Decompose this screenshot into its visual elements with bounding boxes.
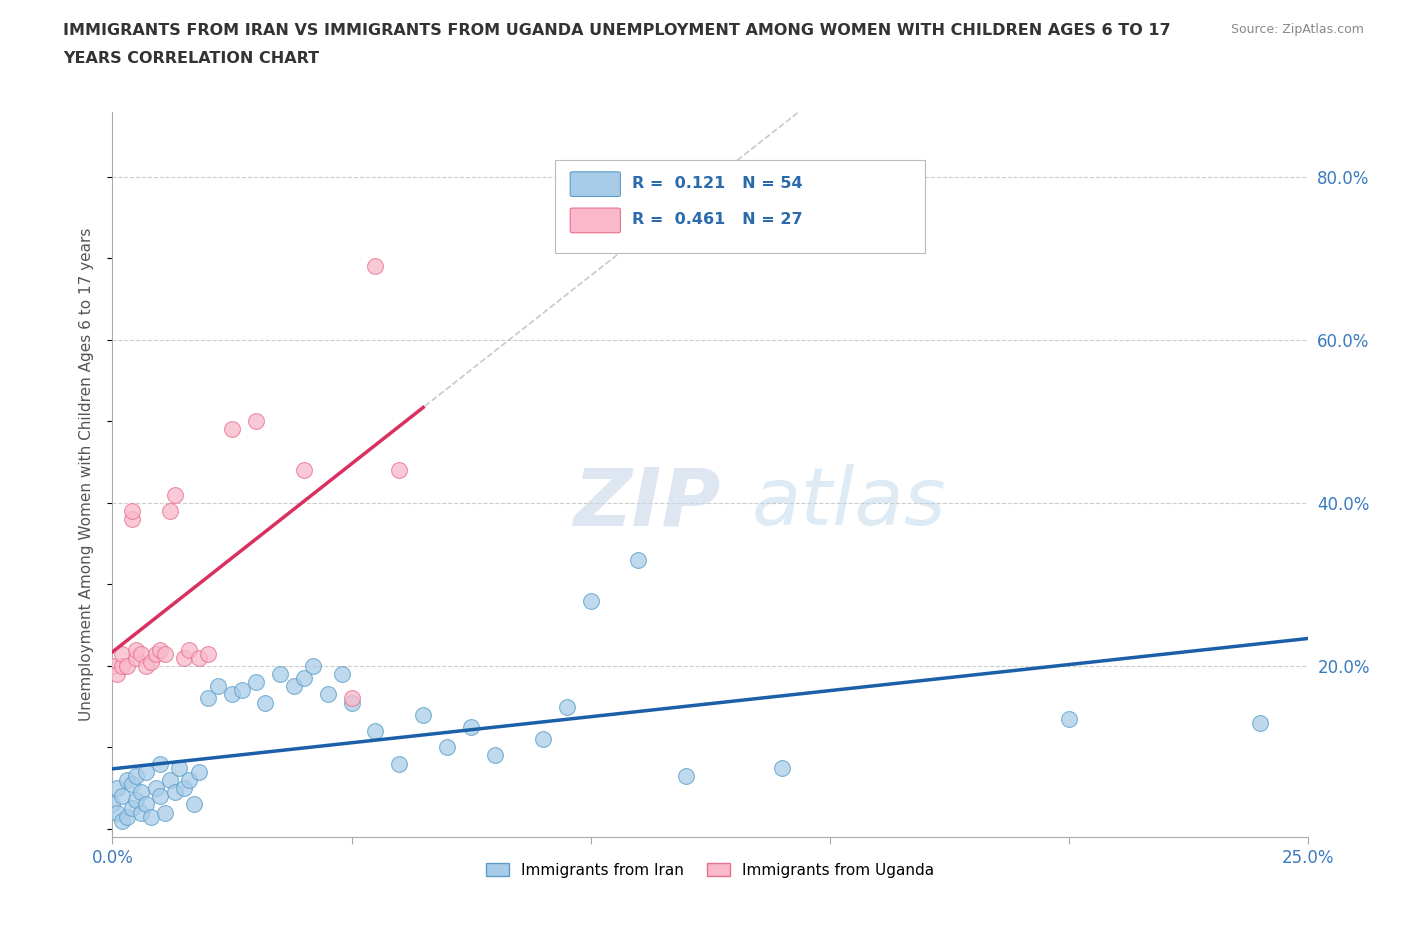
Point: [283, 679, 305, 694]
Point: [125, 768, 148, 783]
Point: [221, 687, 243, 702]
Point: [135, 764, 157, 779]
Text: R =  0.121   N = 54: R = 0.121 N = 54: [633, 176, 803, 191]
Point: [388, 463, 411, 478]
Point: [364, 724, 387, 738]
Point: [111, 813, 134, 828]
Text: atlas: atlas: [752, 464, 946, 542]
Point: [101, 658, 124, 673]
Point: [169, 761, 191, 776]
Point: [770, 761, 793, 776]
Point: [579, 593, 602, 608]
Point: [412, 708, 434, 723]
Point: [231, 683, 253, 698]
Point: [197, 691, 219, 706]
Point: [254, 695, 277, 710]
Point: [173, 650, 195, 665]
Point: [1249, 715, 1271, 730]
Point: [149, 642, 172, 657]
Point: [135, 658, 157, 673]
Point: [1057, 711, 1080, 726]
Point: [388, 756, 411, 771]
Point: [121, 503, 143, 518]
Point: [207, 679, 229, 694]
Point: [159, 773, 181, 788]
Y-axis label: Unemployment Among Women with Children Ages 6 to 17 years: Unemployment Among Women with Children A…: [79, 228, 94, 721]
Legend: Immigrants from Iran, Immigrants from Uganda: Immigrants from Iran, Immigrants from Ug…: [479, 857, 941, 884]
Text: IMMIGRANTS FROM IRAN VS IMMIGRANTS FROM UGANDA UNEMPLOYMENT AMONG WOMEN WITH CHI: IMMIGRANTS FROM IRAN VS IMMIGRANTS FROM …: [63, 23, 1171, 38]
Text: ZIP: ZIP: [572, 464, 720, 542]
Point: [111, 789, 134, 804]
Point: [129, 785, 152, 800]
Point: [460, 720, 482, 735]
Point: [183, 797, 205, 812]
Text: Source: ZipAtlas.com: Source: ZipAtlas.com: [1230, 23, 1364, 36]
Point: [149, 789, 172, 804]
Point: [302, 658, 325, 673]
Point: [316, 687, 339, 702]
Point: [101, 797, 124, 812]
Point: [145, 646, 167, 661]
Point: [531, 732, 554, 747]
FancyBboxPatch shape: [571, 172, 620, 196]
Point: [173, 780, 195, 795]
Point: [111, 646, 134, 661]
Point: [340, 691, 363, 706]
Point: [125, 793, 148, 808]
Point: [105, 805, 128, 820]
Point: [269, 667, 291, 682]
Point: [129, 646, 152, 661]
Point: [139, 809, 162, 824]
Point: [121, 801, 143, 816]
FancyBboxPatch shape: [571, 208, 620, 232]
Point: [111, 658, 134, 673]
Point: [187, 764, 209, 779]
Text: R =  0.461   N = 27: R = 0.461 N = 27: [633, 212, 803, 227]
Point: [105, 667, 128, 682]
Point: [125, 642, 148, 657]
Point: [105, 780, 128, 795]
Point: [364, 259, 387, 274]
Point: [177, 642, 200, 657]
Point: [145, 780, 167, 795]
Point: [135, 797, 157, 812]
Point: [153, 646, 176, 661]
Point: [129, 805, 152, 820]
Point: [555, 699, 578, 714]
Point: [340, 695, 363, 710]
Point: [675, 768, 697, 783]
Point: [484, 748, 506, 763]
Point: [115, 658, 138, 673]
Point: [245, 414, 267, 429]
Point: [330, 667, 353, 682]
Point: [159, 503, 181, 518]
Point: [121, 512, 143, 526]
Point: [163, 785, 186, 800]
Point: [115, 809, 138, 824]
Point: [121, 777, 143, 791]
Point: [149, 756, 172, 771]
Point: [187, 650, 209, 665]
Point: [163, 487, 186, 502]
Point: [125, 650, 148, 665]
Point: [177, 773, 200, 788]
Point: [221, 422, 243, 437]
Point: [292, 671, 315, 685]
FancyBboxPatch shape: [554, 160, 925, 253]
Text: YEARS CORRELATION CHART: YEARS CORRELATION CHART: [63, 51, 319, 66]
Point: [139, 655, 162, 670]
Point: [627, 552, 650, 567]
Point: [292, 463, 315, 478]
Point: [115, 773, 138, 788]
Point: [153, 805, 176, 820]
Point: [197, 646, 219, 661]
Point: [245, 674, 267, 689]
Point: [436, 740, 458, 755]
